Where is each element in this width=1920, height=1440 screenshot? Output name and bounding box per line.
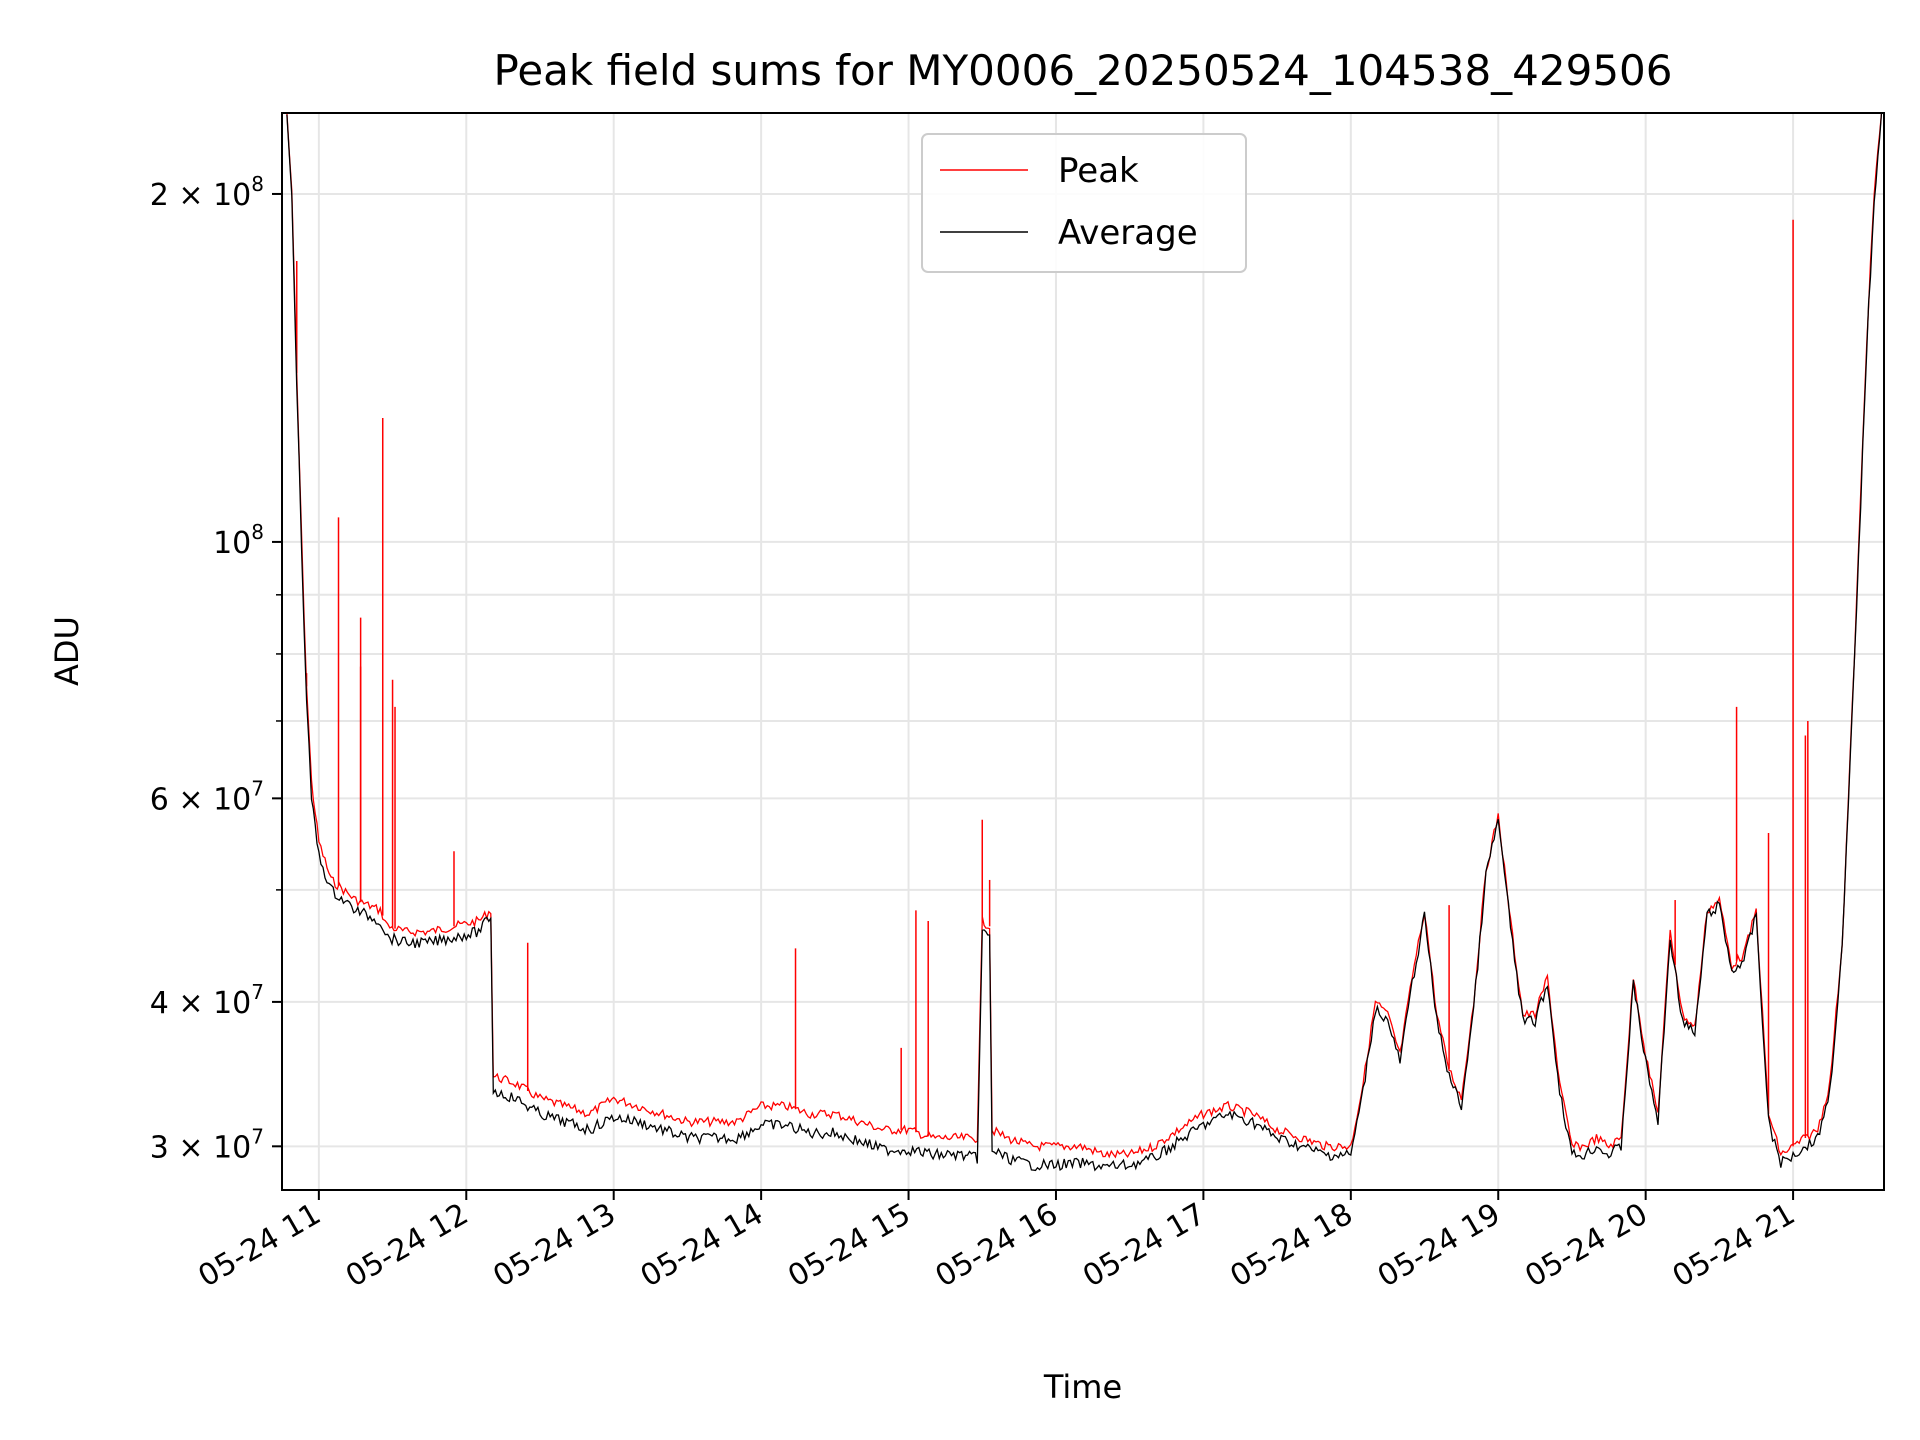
- series-average-line: [286, 113, 1883, 1172]
- legend-box: [921, 133, 1247, 273]
- legend-average-label: Average: [1058, 213, 1198, 253]
- series-peak-line: [286, 113, 1883, 1159]
- y-tick-label: 4 × 107: [150, 980, 264, 1021]
- plot-frame: [281, 112, 1885, 1191]
- legend: Peak Average: [921, 133, 1247, 273]
- y-tick-label: 108: [213, 520, 264, 561]
- y-tick-label: 6 × 107: [150, 776, 264, 817]
- legend-peak-label: Peak: [1058, 151, 1139, 191]
- series-group: [286, 113, 1883, 1172]
- chart-title: Peak field sums for MY0006_20250524_1045…: [493, 46, 1672, 95]
- x-axis-title: Time: [1043, 1368, 1122, 1406]
- y-tick-label: 3 × 107: [150, 1124, 264, 1165]
- y-axis-title: ADU: [48, 616, 86, 686]
- y-tick-label: 2 × 108: [150, 172, 264, 213]
- plot-area: [286, 113, 1883, 1172]
